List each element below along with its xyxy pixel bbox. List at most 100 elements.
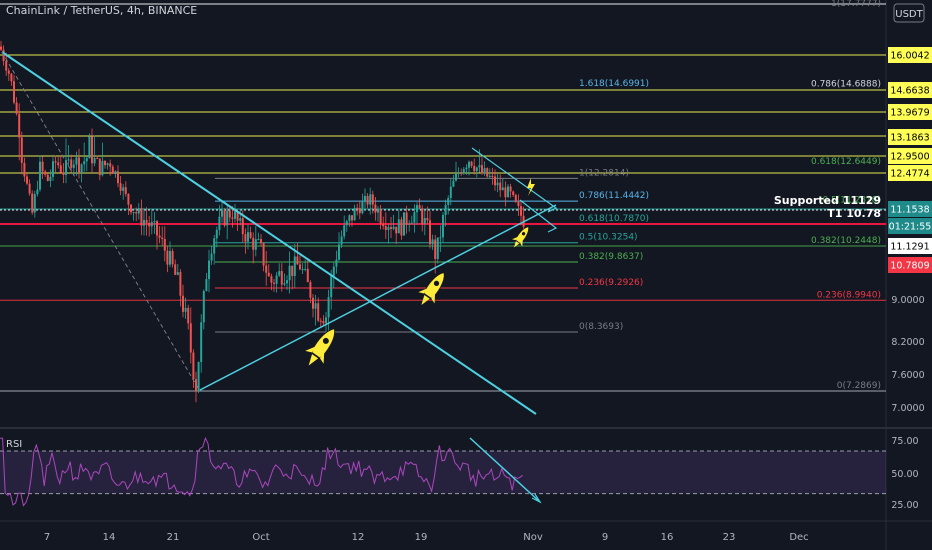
price-tag-3: 13.1863	[890, 133, 929, 144]
fib-label-10: 0.236(9.2926)	[579, 278, 643, 288]
rsi-pane-background	[0, 432, 886, 518]
candle-body	[210, 253, 213, 261]
candle-body	[247, 232, 249, 242]
candle-body	[130, 204, 132, 213]
fib-label-7: 0.5(10.3254)	[579, 233, 638, 243]
rsi-line	[0, 436, 523, 507]
candle-body	[413, 212, 416, 223]
candle-body	[5, 60, 8, 71]
candle-body	[512, 191, 515, 195]
candle-body	[416, 205, 418, 213]
price-tag-bg-4	[888, 148, 932, 164]
candle-body	[54, 161, 57, 163]
candle-body	[257, 239, 260, 241]
candle-body	[301, 269, 304, 271]
candle-body	[143, 220, 145, 226]
candle-body	[280, 271, 283, 285]
candle-body	[28, 183, 31, 194]
candle-body	[215, 229, 218, 239]
candle-body	[491, 175, 494, 177]
candle-body	[72, 164, 75, 168]
candle-body	[317, 303, 320, 321]
candle-body	[10, 73, 13, 82]
candle-body	[148, 222, 151, 227]
candle-body	[465, 167, 468, 170]
candle-body	[314, 303, 317, 309]
x-tick-3: Oct	[252, 532, 269, 543]
candle-body	[101, 160, 104, 176]
candle-body	[278, 271, 281, 276]
candle-body	[436, 237, 439, 260]
candle-body	[7, 70, 10, 74]
candle-body	[423, 218, 426, 225]
candle-body	[379, 209, 382, 224]
candle-body	[332, 266, 335, 276]
candle-body	[109, 163, 112, 167]
rocket-body	[311, 328, 336, 359]
candle-body	[517, 201, 520, 207]
x-tick-7: 9	[602, 532, 608, 543]
candle-body	[371, 194, 374, 205]
x-tick-2: 21	[167, 532, 180, 543]
candle-body	[132, 212, 135, 214]
candle-body	[226, 210, 229, 226]
candle-body	[358, 208, 361, 214]
candle-body	[270, 276, 273, 283]
candle-body	[119, 183, 122, 191]
candle-body	[400, 219, 403, 236]
candle-body	[351, 215, 353, 221]
candle-body	[189, 323, 192, 353]
candle-body	[356, 207, 359, 209]
chart-title: ChainLink / TetherUS, 4h, BINANCE	[6, 4, 197, 17]
rocket-fin	[512, 236, 523, 247]
candle-body	[322, 320, 325, 324]
fib-label-6: 0.618(10.7870)	[579, 214, 649, 224]
candle-body	[200, 322, 203, 363]
candle-body	[78, 157, 80, 173]
candle-body	[304, 268, 307, 270]
candle-body	[361, 200, 364, 214]
candle-body	[418, 205, 421, 209]
rsi-arrow	[531, 493, 542, 504]
candle-body	[192, 352, 195, 380]
candle-body	[117, 171, 119, 184]
x-tick-1: 14	[103, 532, 116, 543]
candle-body	[20, 137, 23, 163]
candle-body	[23, 162, 26, 177]
rocket-icon	[305, 328, 336, 366]
candle-body	[176, 272, 179, 275]
rocket-fin	[418, 288, 436, 304]
price-tag-bg-6	[888, 201, 932, 217]
candle-body	[208, 260, 210, 280]
candle-body	[410, 222, 413, 224]
ascending-trendline	[199, 204, 557, 391]
candle-body	[249, 232, 252, 238]
x-tick-8: 16	[661, 532, 674, 543]
rsi-band	[0, 451, 886, 494]
candle-body	[80, 164, 83, 173]
candle-body	[374, 204, 377, 213]
x-tick-5: 19	[415, 532, 428, 543]
rocket-window	[322, 337, 329, 344]
rocket-icon	[512, 226, 529, 248]
candle-body	[486, 168, 489, 177]
candle-body	[213, 238, 216, 254]
candle-body	[91, 136, 93, 164]
candle-body	[299, 264, 301, 270]
candle-body	[202, 290, 205, 323]
candle-body	[439, 237, 442, 239]
candle-body	[340, 236, 343, 245]
candle-body	[431, 239, 434, 245]
candle-body	[462, 169, 465, 174]
rocket-flame	[308, 354, 319, 366]
candle-body	[325, 317, 327, 324]
arrow-line-1	[471, 147, 558, 213]
candle-body	[291, 265, 294, 277]
candle-body	[335, 259, 338, 267]
x-tick-0: 7	[44, 532, 50, 543]
candle-body	[403, 212, 405, 236]
candle-body	[254, 239, 257, 250]
candle-body	[57, 162, 60, 166]
candle-body	[348, 215, 351, 222]
